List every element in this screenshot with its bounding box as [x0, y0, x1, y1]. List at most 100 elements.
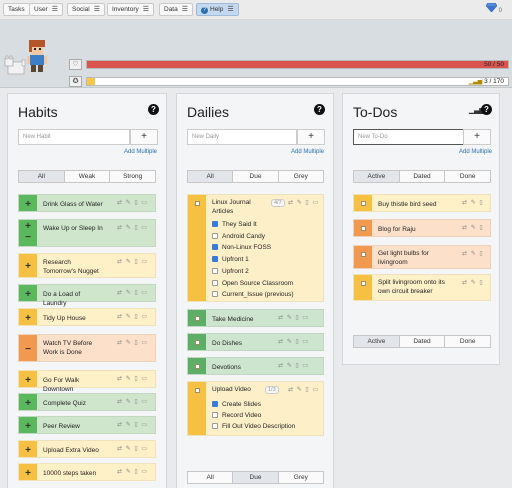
plus-button[interactable]: + [25, 261, 31, 272]
habit-item[interactable]: + − Wake Up or Sleep In ⇄ ✎ ▯ ▭ [18, 219, 156, 247]
filter-grey[interactable]: Grey [293, 173, 308, 180]
add-todo-button[interactable]: + [463, 129, 491, 145]
todo-checkbox[interactable] [361, 201, 366, 206]
help-icon[interactable]: ? [481, 104, 492, 115]
nav-help[interactable]: ? Help ☰ [196, 3, 239, 16]
health-bar: 50 / 50 [86, 60, 509, 69]
checklist-item[interactable]: Create Slides [212, 401, 261, 409]
habit-item[interactable]: + Complete Quiz ⇄ ✎ ▯ ▭ [18, 393, 156, 411]
todo-item[interactable]: Split livingroom onto its own circuit br… [353, 274, 491, 301]
checkbox[interactable] [212, 244, 218, 251]
add-multiple-link[interactable]: Add Multiple [291, 149, 325, 155]
filter-due[interactable]: Due [233, 171, 279, 182]
checkbox[interactable] [212, 412, 218, 418]
checklist-count[interactable]: 1/3 [265, 386, 279, 394]
checklist-item[interactable]: Upfront 1 [212, 256, 249, 264]
checklist-item[interactable]: Non-Linux FOSS [212, 244, 271, 252]
checkbox[interactable] [212, 279, 218, 286]
filter-active[interactable]: Active [354, 171, 400, 182]
filter-weak[interactable]: Weak [65, 171, 111, 182]
habit-item[interactable]: + Research Tomorrow's Nugget ⇄ ✎ ▯ ▭ [18, 253, 156, 278]
habit-item[interactable]: + Drink Glass of Water ⇄ ✎ ▯ ▭ [18, 194, 156, 212]
filter-done[interactable]: Done [459, 173, 476, 180]
plus-button[interactable]: + [25, 467, 31, 479]
filter-grey[interactable]: Grey [293, 474, 308, 481]
todo-item[interactable]: Buy thistle bird seed ⇄ ✎ ▯ [353, 194, 491, 212]
plus-button[interactable]: + [25, 374, 31, 386]
difficulty-bars-icon[interactable]: ▁▃▅ [469, 105, 486, 114]
checkbox[interactable] [212, 423, 218, 429]
checklist-item[interactable]: Android Candy [212, 232, 265, 241]
new-habit-input[interactable]: New Habit [18, 129, 130, 145]
habit-item[interactable]: +10000 steps taken ⇄ ✎ ▯ ▭ [18, 463, 156, 481]
nav-social[interactable]: Social ☰ [67, 3, 105, 16]
plus-button[interactable]: + [25, 288, 31, 300]
filter-done[interactable]: Done [459, 338, 476, 345]
plus-button[interactable]: + [25, 444, 31, 456]
nav-tasks[interactable]: Tasks [3, 3, 30, 16]
todo-item[interactable]: Get light bulbs for livingroom ⇄ ✎ ▯ [353, 245, 491, 269]
daily-upload-video[interactable]: Upload Video 1/3 ⇄ ✎ ▯ ▭ Create Slides Re… [187, 381, 324, 436]
checklist-item[interactable]: Current_Issue (previous) [212, 291, 294, 299]
daily-item[interactable]: Take Medicine ⇄ ✎ ▯ ▭ [187, 309, 324, 327]
daily-checkbox[interactable] [195, 340, 200, 345]
checklist-item[interactable]: Upfront 2 [212, 267, 249, 276]
daily-checkbox[interactable] [195, 388, 200, 393]
checkbox[interactable] [212, 232, 218, 239]
daily-item[interactable]: Do Dishes ⇄ ✎ ▯ ▭ [187, 333, 324, 351]
habit-item[interactable]: + Upload Extra Video ⇄ ✎ ▯ ▭ [18, 440, 156, 458]
habit-item[interactable]: + Tidy Up House ⇄ ✎ ▯ ▭ [18, 308, 156, 326]
habit-item[interactable]: − Watch TV Before Work is Done ⇄ ✎ ▯ ▭ [18, 334, 156, 362]
filter-dated[interactable]: Dated [400, 336, 446, 347]
add-habit-button[interactable]: + [130, 129, 158, 145]
help-icon[interactable]: ? [148, 104, 159, 115]
daily-checkbox[interactable] [195, 201, 200, 206]
checklist-item[interactable]: Fill Out Video Description [212, 423, 295, 431]
todo-checkbox[interactable] [361, 226, 366, 231]
checkbox[interactable] [212, 291, 218, 298]
plus-button[interactable]: + [25, 221, 31, 232]
habit-item[interactable]: + Peer Review ⇄ ✎ ▯ ▭ [18, 416, 156, 434]
plus-button[interactable]: + [25, 198, 31, 210]
checklist-count[interactable]: 4/7 [271, 199, 285, 207]
gem-counter[interactable]: 0 [485, 3, 502, 14]
filter-all[interactable]: All [19, 171, 65, 182]
plus-button[interactable]: + [25, 312, 31, 324]
plus-button[interactable]: + [25, 397, 31, 409]
filter-active[interactable]: Active [354, 336, 400, 347]
habit-item[interactable]: + Go For Walk Downtown ⇄ ✎ ▯ ▭ [18, 370, 156, 393]
minus-button[interactable]: − [25, 343, 31, 355]
daily-checkbox[interactable] [195, 316, 200, 321]
nav-user[interactable]: User ☰ [29, 3, 64, 16]
add-multiple-link[interactable]: Add Multiple [459, 149, 493, 155]
nav-data[interactable]: Data ☰ [159, 3, 194, 16]
todo-checkbox[interactable] [361, 281, 366, 286]
checkbox[interactable] [212, 256, 218, 263]
filter-strong[interactable]: Strong [123, 173, 143, 180]
add-multiple-link[interactable]: Add Multiple [124, 149, 158, 155]
todo-checkbox[interactable] [361, 252, 366, 257]
daily-checkbox[interactable] [195, 364, 200, 369]
help-icon[interactable]: ? [314, 104, 325, 115]
avatar[interactable] [2, 22, 64, 84]
new-todo-input[interactable]: New To-Do [353, 129, 464, 145]
checklist-item[interactable]: Record Video [212, 412, 261, 420]
plus-button[interactable]: + [25, 420, 31, 432]
filter-all[interactable]: All [188, 472, 234, 483]
checkbox[interactable] [212, 267, 218, 274]
todo-item[interactable]: Blog for Raju ⇄ ✎ ▯ [353, 219, 491, 237]
daily-linux-journal[interactable]: Linux Journal Articles 4/7 ⇄ ✎ ▯ ▭ They … [187, 194, 324, 302]
minus-button[interactable]: − [25, 232, 31, 243]
add-daily-button[interactable]: + [297, 129, 325, 145]
checklist-item[interactable]: They Said It [212, 221, 257, 229]
daily-item[interactable]: Devotions ⇄ ✎ ▯ ▭ [187, 357, 324, 375]
checkbox[interactable] [212, 401, 218, 407]
new-daily-input[interactable]: New Daily [187, 129, 297, 145]
filter-all[interactable]: All [188, 171, 234, 182]
checkbox[interactable] [212, 221, 218, 227]
habit-item[interactable]: + Do a Load of Laundry ⇄ ✎ ▯ ▭ [18, 284, 156, 307]
filter-due[interactable]: Due [233, 472, 279, 483]
nav-inventory[interactable]: Inventory ☰ [107, 3, 155, 16]
filter-dated[interactable]: Dated [400, 171, 446, 182]
checklist-item[interactable]: Open Source Classroom [212, 279, 293, 288]
